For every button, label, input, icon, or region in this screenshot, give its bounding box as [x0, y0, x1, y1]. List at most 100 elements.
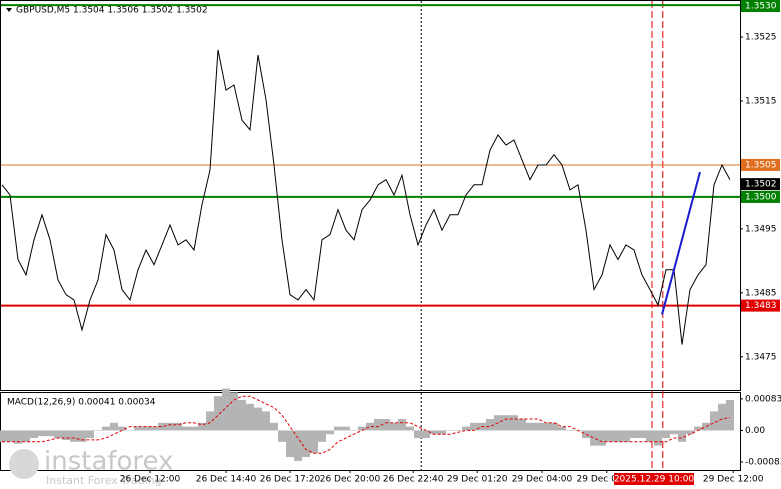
current-price-box — [741, 178, 780, 191]
macd-bar — [326, 430, 334, 435]
macd-bar — [38, 430, 46, 437]
macd-bar — [166, 422, 174, 431]
macd-bar — [182, 426, 190, 431]
macd-bar — [582, 430, 590, 439]
macd-bar — [590, 430, 598, 446]
macd-y-tick-label: 0.00 — [745, 426, 765, 436]
macd-bar — [382, 419, 390, 431]
macd-bar — [726, 399, 734, 431]
watermark-brand: instaforex — [44, 447, 173, 477]
x-tick-label: 26 Dec 12:00 — [120, 475, 181, 485]
macd-bar — [446, 430, 454, 431]
macd-bar — [0, 430, 6, 442]
current-price-label: 1.3502 — [745, 180, 777, 190]
macd-bar — [414, 430, 422, 439]
macd-bar — [462, 426, 470, 431]
macd-bar — [46, 430, 54, 437]
y-tick-label: 1.3515 — [745, 97, 777, 107]
level-label: 1.3505 — [745, 160, 777, 170]
macd-bar — [214, 396, 222, 431]
main-panel — [0, 0, 741, 391]
macd-bar — [270, 422, 278, 431]
macd-bar — [278, 430, 286, 442]
macd-bar — [254, 407, 262, 431]
level-label-box — [741, 158, 780, 171]
macd-bar — [110, 422, 118, 431]
watermark: instaforex Instant Forex Trading — [9, 447, 173, 487]
macd-bar — [350, 430, 358, 431]
macd-bar — [486, 419, 494, 431]
macd-bar — [542, 422, 550, 431]
macd-bar — [286, 430, 294, 458]
macd-bar — [54, 430, 62, 439]
chart-title: GBPUSD,M5 1.3504 1.3506 1.3502 1.3502 — [16, 6, 208, 16]
macd-bar — [366, 422, 374, 431]
macd-bar — [534, 422, 542, 431]
macd-bar — [142, 426, 150, 431]
macd-bar — [134, 426, 142, 431]
x-tick-label: 26 Dec 17:20 — [260, 475, 321, 485]
macd-bar — [550, 422, 558, 431]
x-tick-label: 29 Dec 12:00 — [703, 475, 764, 485]
macd-bar — [94, 430, 102, 431]
level-label: 1.3500 — [745, 192, 777, 202]
macd-bar — [238, 399, 246, 431]
macd-bar — [662, 430, 670, 439]
macd-bar — [718, 403, 726, 431]
cursor-time-label: 2025.12.29 10:00 — [614, 475, 695, 485]
macd-bar — [126, 430, 134, 431]
macd-bar — [670, 430, 678, 435]
macd-bar — [174, 422, 182, 431]
y-tick-label: 1.3485 — [745, 288, 777, 298]
macd-bar — [694, 426, 702, 431]
macd-bar — [150, 426, 158, 431]
macd-bar — [294, 430, 302, 461]
macd-bar — [566, 430, 574, 431]
trend-line — [661, 171, 701, 315]
macd-bar — [222, 388, 230, 431]
macd-bar — [454, 430, 462, 431]
macd-bar — [526, 422, 534, 431]
macd-bar — [470, 422, 478, 431]
y-tick-label: 1.3525 — [745, 33, 777, 43]
watermark-tagline: Instant Forex Trading — [46, 474, 162, 487]
y-tick-label: 1.3475 — [745, 352, 777, 362]
level-label-box — [741, 0, 780, 12]
x-tick-label: 29 Dec 04:00 — [512, 475, 573, 485]
macd-bar — [14, 430, 22, 444]
macd-bar — [102, 426, 110, 431]
macd-bar — [710, 411, 718, 431]
macd-bar — [206, 411, 214, 431]
macd-bar — [510, 415, 518, 431]
macd-bar — [622, 430, 630, 442]
macd-bar — [246, 403, 254, 431]
macd-bar — [358, 426, 366, 431]
macd-bar — [598, 430, 606, 446]
macd-bar — [638, 430, 646, 439]
level-label-box — [741, 299, 780, 312]
macd-bar — [606, 430, 614, 442]
macd-bar — [342, 426, 350, 431]
macd-bar — [6, 430, 14, 442]
macd-bar — [518, 419, 526, 431]
x-tick-label: 29 Dec 06:40 — [577, 475, 638, 485]
title-arrow — [6, 8, 12, 12]
macd-bar — [406, 426, 414, 431]
macd-bar — [118, 426, 126, 431]
y-tick-label: 1.3495 — [745, 224, 777, 234]
macd-bar — [302, 430, 310, 458]
macd-title: MACD(12,26,9) 0.00041 0.00034 — [7, 398, 156, 408]
macd-bar — [22, 430, 30, 442]
macd-bar — [686, 430, 694, 435]
macd-bar — [86, 430, 94, 439]
macd-bar — [502, 415, 510, 431]
macd-bar — [30, 430, 38, 439]
x-tick-label: 26 Dec 14:40 — [196, 475, 257, 485]
level-label: 1.3530 — [745, 2, 777, 12]
macd-bar — [374, 419, 382, 431]
macd-bar — [630, 430, 638, 439]
x-tick-label: 26 Dec 20:00 — [320, 475, 381, 485]
level-label-box — [741, 190, 780, 203]
macd-bar — [62, 430, 70, 440]
